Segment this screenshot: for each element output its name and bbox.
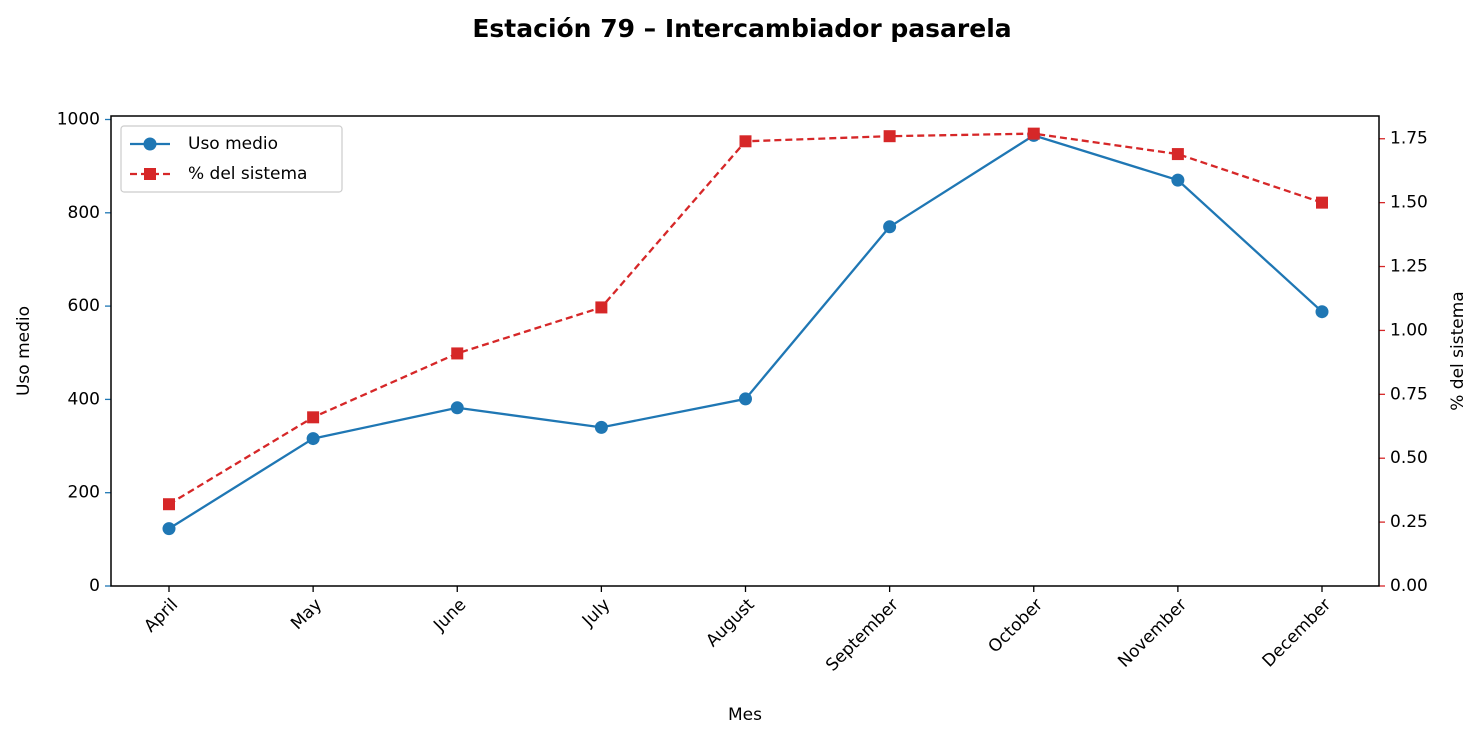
data-point (1315, 305, 1329, 319)
x-tick-label: October (985, 595, 1047, 657)
y-tick-label: 1000 (57, 109, 100, 129)
series-line (168, 134, 1323, 530)
y2-tick-label: 1.00 (1390, 320, 1428, 340)
y2-tick-label: 0.25 (1390, 512, 1428, 532)
data-point (163, 498, 175, 511)
x-tick-label: November (1114, 595, 1191, 672)
data-point (307, 411, 320, 424)
legend-marker (144, 168, 156, 180)
y2-tick-label: 1.25 (1390, 257, 1428, 277)
x-tick-label: July (578, 595, 614, 631)
data-point (1027, 127, 1040, 140)
data-point (739, 392, 752, 406)
y-tick-label: 0 (89, 576, 100, 596)
data-point (594, 420, 608, 434)
x-tick-label: May (287, 595, 326, 634)
data-point (450, 401, 464, 415)
x-tick-label: December (1259, 595, 1335, 671)
x-tick-label: August (702, 595, 758, 651)
data-point (883, 220, 897, 234)
y2-tick-label: 0.75 (1390, 384, 1428, 404)
y2-axis-label: % del sistema (1448, 291, 1468, 410)
y-tick-label: 200 (68, 483, 100, 503)
data-point (451, 347, 464, 360)
y-axis-label: Uso medio (14, 306, 34, 396)
data-point (1316, 196, 1328, 209)
x-tick-label: June (429, 595, 470, 636)
x-tick-label: April (140, 595, 182, 637)
legend: Uso medio % del sistema (120, 125, 343, 193)
chart-title: Estación 79 – Intercambiador pasarela (472, 14, 1011, 43)
data-point (595, 301, 608, 314)
y2-tick-label: 1.75 (1390, 129, 1428, 149)
legend-label: Uso medio (188, 134, 278, 154)
legend-marker (143, 137, 157, 151)
data-point (1171, 173, 1185, 187)
y-tick-label: 800 (68, 203, 100, 223)
data-point (739, 135, 752, 148)
y2-tick-label: 0.50 (1390, 448, 1428, 468)
plot-frame (110, 115, 1380, 587)
y2-tick-label: 1.50 (1390, 193, 1428, 213)
data-point (162, 522, 176, 536)
legend-box (120, 125, 343, 193)
data-point (306, 432, 320, 446)
y2-tick-label: 0.00 (1390, 576, 1428, 596)
data-point (1171, 148, 1184, 161)
x-tick-label: September (822, 595, 903, 676)
x-axis-label: Mes (728, 705, 762, 725)
data-point (883, 130, 896, 143)
y-tick-label: 600 (68, 296, 100, 316)
legend-label: % del sistema (188, 164, 307, 184)
y-tick-label: 400 (68, 389, 100, 409)
